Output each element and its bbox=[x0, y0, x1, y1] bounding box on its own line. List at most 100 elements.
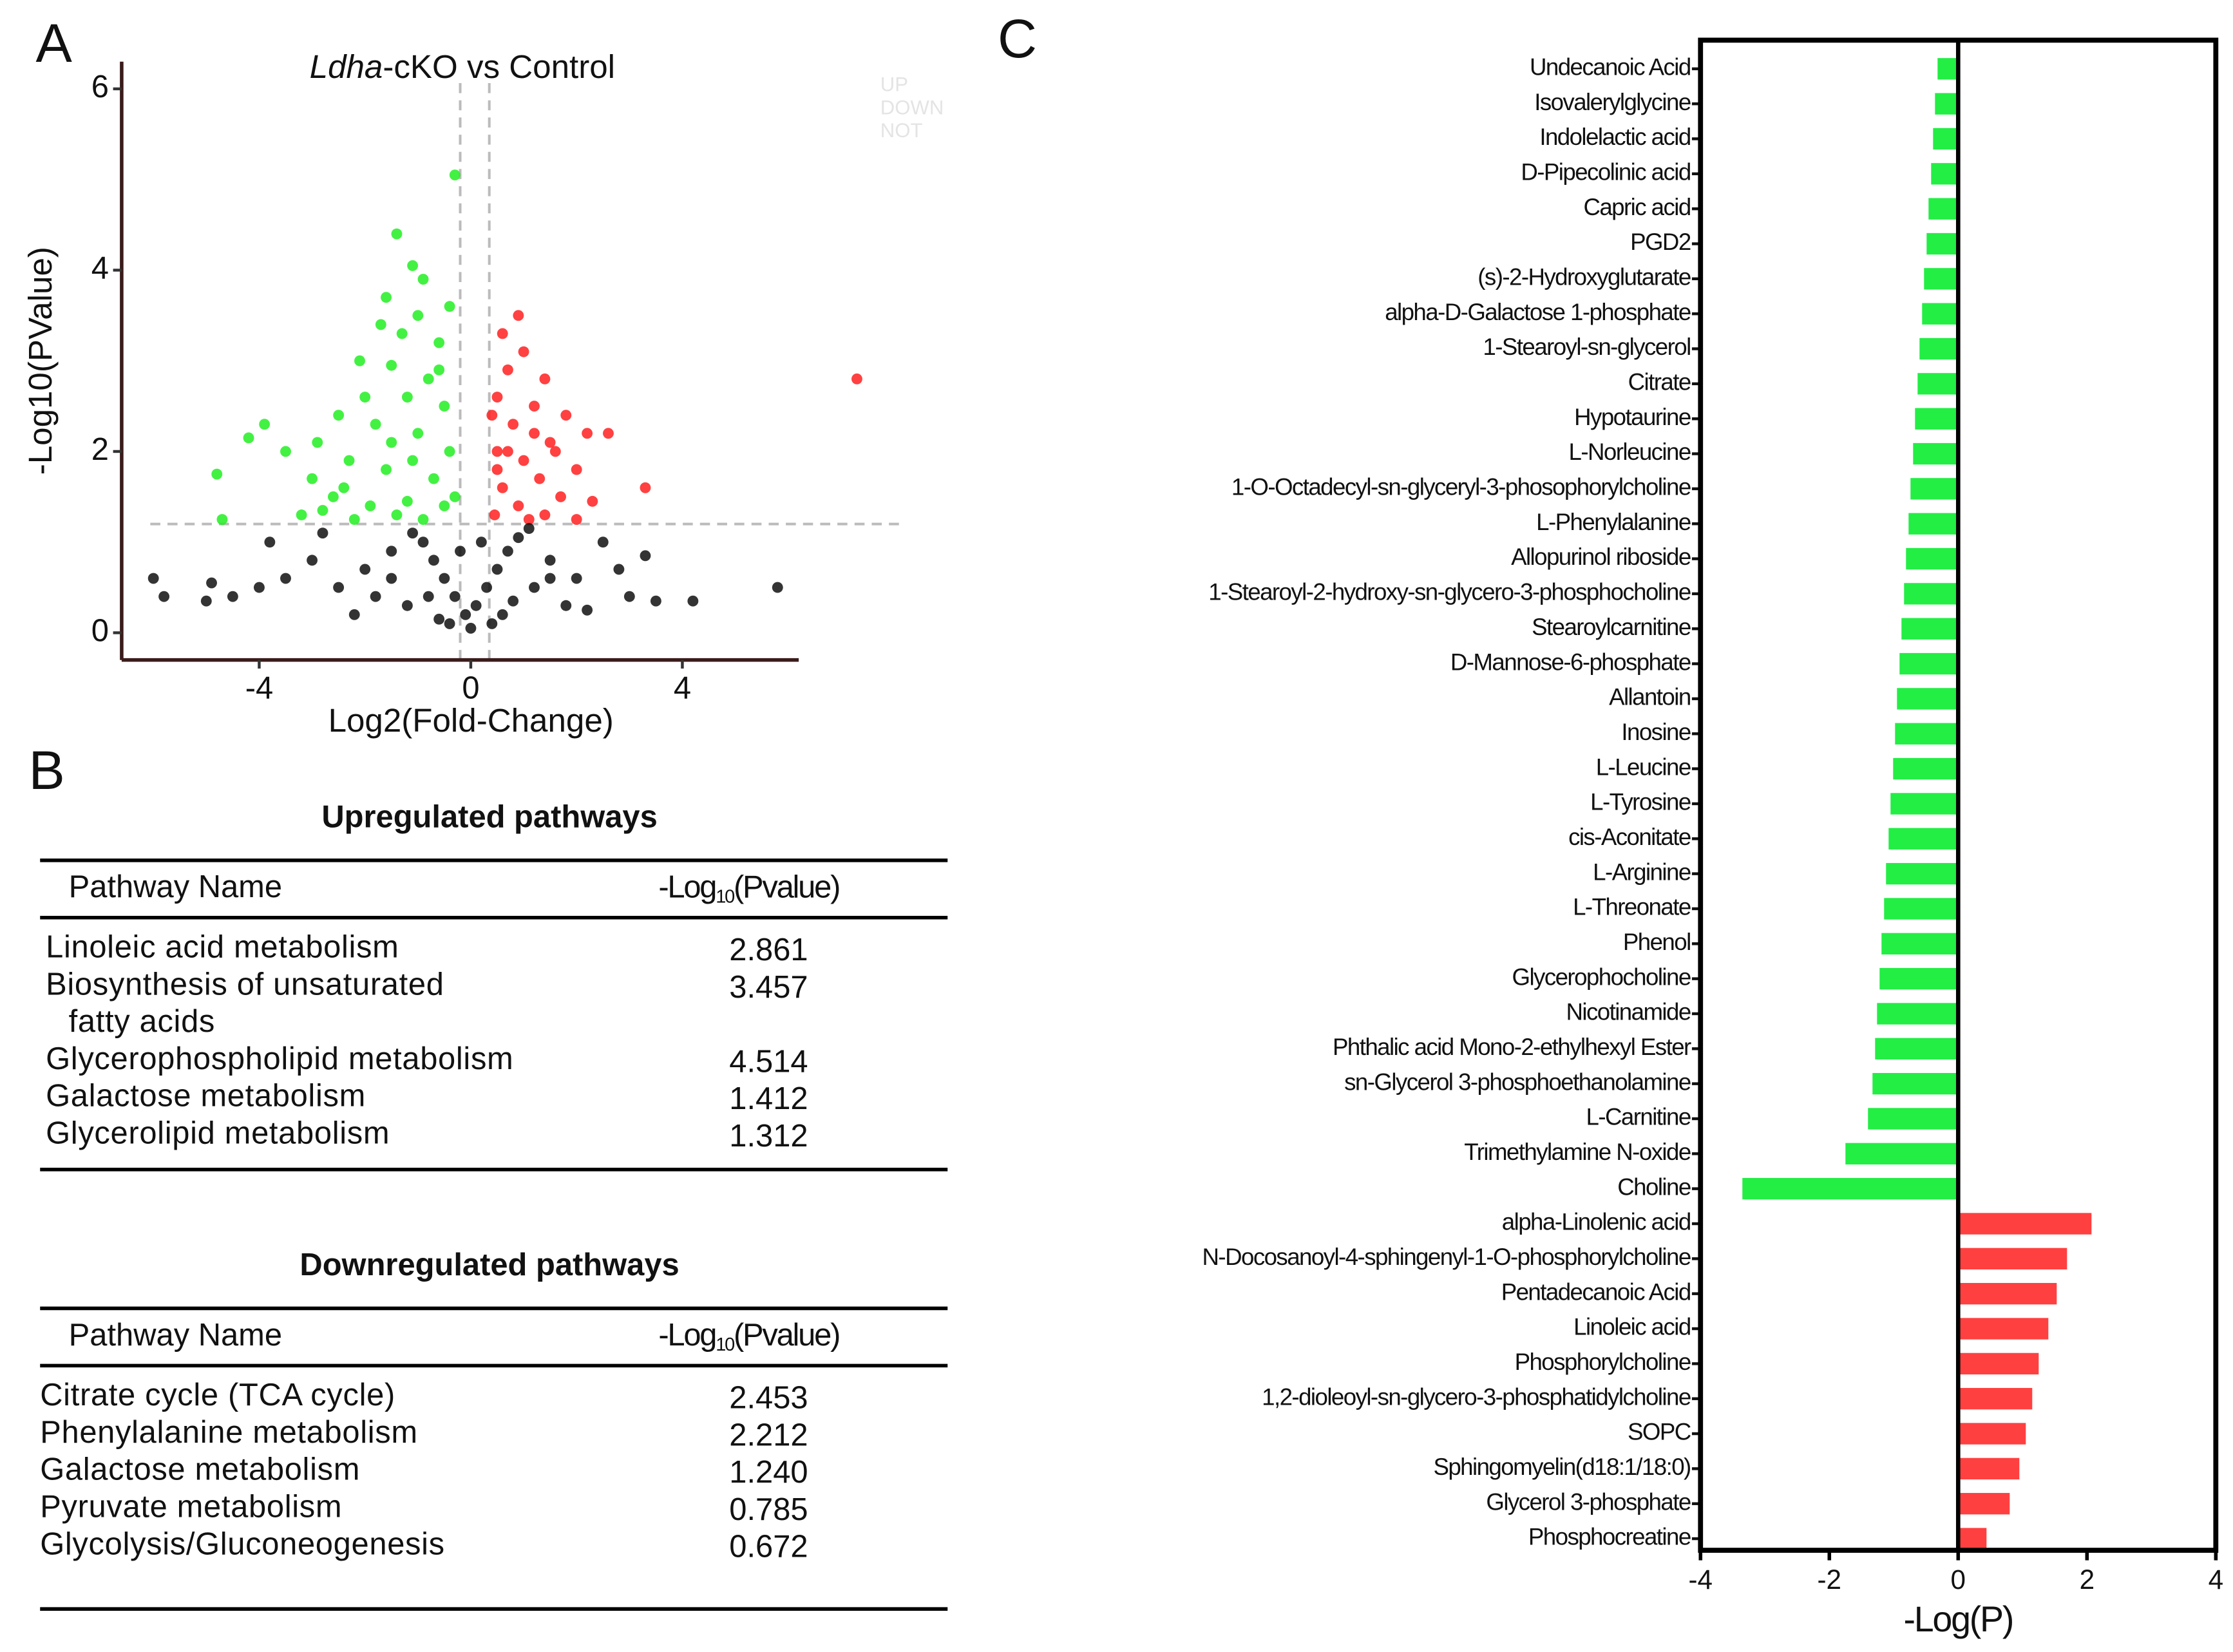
point bbox=[307, 555, 318, 566]
point bbox=[640, 482, 651, 493]
point bbox=[158, 591, 170, 602]
point bbox=[433, 364, 445, 375]
bar bbox=[1958, 1353, 2039, 1375]
point bbox=[587, 495, 598, 507]
name-cell: Glycerophospholipid metabolism bbox=[46, 1041, 513, 1076]
point bbox=[312, 437, 323, 448]
header-part: 10 bbox=[716, 886, 734, 907]
bar bbox=[1937, 58, 1959, 80]
x-tick-label: -4 bbox=[1688, 1564, 1713, 1595]
name-cell: Citrate cycle (TCA cycle) bbox=[40, 1378, 395, 1412]
category-label: Trimethylamine N-oxide bbox=[1464, 1139, 1691, 1165]
point bbox=[365, 500, 376, 511]
point bbox=[428, 555, 439, 566]
point bbox=[317, 527, 328, 539]
value-cell: 0.672 bbox=[729, 1530, 808, 1564]
header-part: -Log bbox=[658, 1318, 716, 1353]
name-cell: Biosynthesis of unsaturated bbox=[46, 967, 444, 1002]
point bbox=[412, 310, 424, 321]
bar bbox=[1933, 128, 1959, 150]
category-label: 1,2-dioleoyl-sn-glycero-3-phosphatidylch… bbox=[1262, 1383, 1691, 1410]
point bbox=[354, 355, 365, 366]
bar bbox=[1913, 442, 1959, 465]
header-part: 10 bbox=[716, 1334, 734, 1355]
point bbox=[518, 346, 529, 357]
point bbox=[687, 595, 699, 607]
point bbox=[417, 274, 429, 285]
point bbox=[147, 573, 159, 584]
point bbox=[386, 546, 397, 557]
point bbox=[529, 428, 540, 439]
bar bbox=[1958, 1318, 2049, 1340]
point bbox=[211, 468, 223, 480]
bar bbox=[1917, 373, 1959, 395]
y-tick-label: 4 bbox=[91, 251, 109, 285]
bar bbox=[1958, 1248, 2067, 1270]
bar bbox=[1931, 163, 1959, 185]
point bbox=[327, 491, 339, 502]
point bbox=[348, 609, 360, 620]
bar bbox=[1904, 583, 1959, 605]
category-label: L-Phenylalanine bbox=[1536, 509, 1691, 535]
point bbox=[433, 337, 445, 348]
point bbox=[571, 514, 582, 525]
panel-letter: B bbox=[28, 740, 64, 801]
bar bbox=[1906, 547, 1959, 570]
point bbox=[412, 428, 424, 439]
point bbox=[502, 364, 513, 375]
panel-letter: C bbox=[998, 8, 1037, 69]
title-part: -cKO vs Control bbox=[383, 48, 615, 84]
bar bbox=[1872, 1072, 1959, 1095]
name-cell: Glycolysis/Gluconeogenesis bbox=[40, 1526, 445, 1561]
point bbox=[534, 473, 546, 484]
point bbox=[571, 573, 582, 584]
category-label: Choline bbox=[1617, 1173, 1691, 1200]
legend-label: UP bbox=[880, 73, 908, 96]
header-cell: Pathway Name bbox=[69, 1318, 282, 1353]
point bbox=[296, 509, 307, 520]
bar bbox=[1742, 1177, 1959, 1200]
name-cell: fatty acids bbox=[69, 1004, 215, 1039]
bar bbox=[1845, 1143, 1959, 1164]
point bbox=[544, 437, 556, 448]
point bbox=[455, 546, 466, 557]
x-tick-label: 4 bbox=[2209, 1564, 2223, 1595]
x-tick-label: 0 bbox=[1951, 1564, 1966, 1595]
value-cell: 2.861 bbox=[729, 933, 808, 967]
point bbox=[549, 446, 561, 457]
chart-title: Ldha-cKO vs Control bbox=[310, 48, 615, 84]
point bbox=[386, 437, 397, 448]
point bbox=[401, 600, 413, 611]
point bbox=[206, 577, 217, 589]
bar bbox=[1924, 268, 1959, 290]
category-label: L-Arginine bbox=[1593, 859, 1691, 885]
point bbox=[307, 473, 318, 484]
point bbox=[359, 564, 371, 575]
point bbox=[359, 392, 371, 403]
point bbox=[227, 591, 238, 602]
point bbox=[370, 419, 381, 430]
bar bbox=[1926, 233, 1959, 255]
point bbox=[465, 622, 477, 634]
point bbox=[650, 595, 661, 607]
name-cell: Galactose metabolism bbox=[46, 1079, 366, 1114]
bar bbox=[1958, 1283, 2057, 1305]
point bbox=[280, 573, 291, 584]
point bbox=[439, 401, 450, 412]
point bbox=[375, 319, 386, 330]
y-axis-label: -Log10(PValue) bbox=[22, 247, 59, 475]
bar bbox=[1890, 793, 1959, 815]
table-title: Downregulated pathways bbox=[299, 1248, 679, 1282]
value-cell: 2.453 bbox=[729, 1381, 808, 1416]
category-label: cis-Aconitate bbox=[1568, 824, 1691, 850]
legend-label: NOT bbox=[880, 119, 923, 142]
category-label: Phosphocreatine bbox=[1528, 1524, 1691, 1550]
point bbox=[449, 491, 461, 502]
category-label: D-Mannose-6-phosphate bbox=[1450, 649, 1691, 675]
point bbox=[481, 582, 493, 593]
category-label: Allantoin bbox=[1609, 684, 1691, 710]
x-axis-label: Log2(Fold-Change) bbox=[328, 702, 614, 739]
category-label: Hypotaurine bbox=[1574, 404, 1691, 430]
category-label: N-Docosanoyl-4-sphingenyl-1-O-phosphoryl… bbox=[1202, 1244, 1691, 1270]
